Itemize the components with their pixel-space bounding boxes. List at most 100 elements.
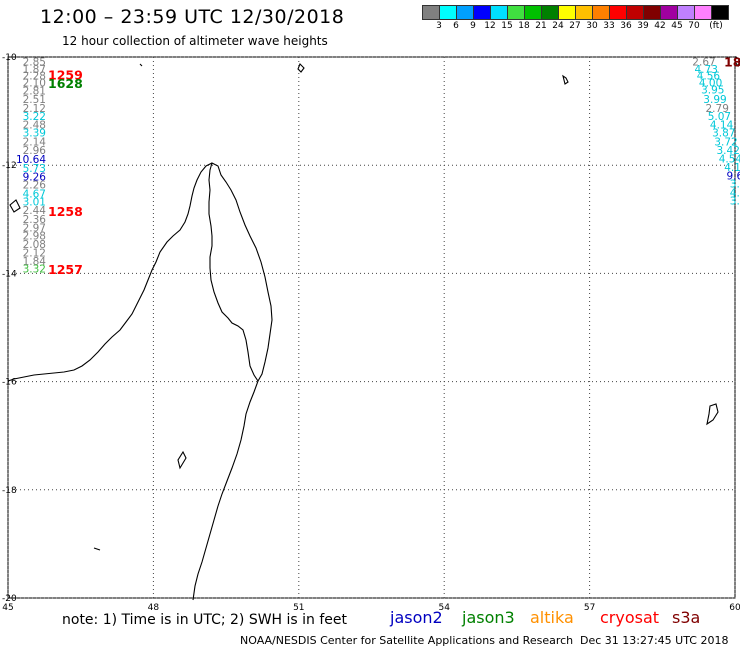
- wave-height-label: 3.32: [23, 264, 46, 276]
- chart-subtitle: 12 hour collection of altimeter wave hei…: [62, 34, 328, 48]
- color-scale-label: 24: [552, 21, 564, 31]
- latitude-tick-label: -14: [2, 269, 17, 279]
- wave-height-label: 5.07: [708, 111, 731, 123]
- satellite-legend-item: cryosat: [600, 608, 660, 627]
- color-scale-label: 70: [688, 21, 700, 31]
- wave-height-label: 2.12: [23, 103, 46, 115]
- color-scale-label: 36: [620, 21, 632, 31]
- color-scale-label: 9: [470, 21, 476, 31]
- wave-height-label: 4.14: [710, 120, 734, 132]
- color-scale-label: 18: [518, 21, 530, 31]
- satellite-legend-item: altika: [530, 608, 574, 627]
- wave-height-label: 2.14: [23, 136, 47, 148]
- wave-height-label: 3.95: [701, 84, 724, 96]
- pass-time-label: 1258: [48, 204, 83, 219]
- color-scale-label: 15: [501, 21, 513, 31]
- generated-timestamp: Dec 31 13:27:45 UTC 2018: [580, 634, 729, 647]
- wave-height-label: 9.26: [23, 172, 47, 184]
- island: [9, 199, 21, 213]
- wave-height-label: 4.54: [719, 154, 740, 166]
- latitude-tick-label: -20: [2, 594, 17, 604]
- wave-height-label: 3.: [730, 195, 740, 207]
- wave-height-label: 2.67: [692, 56, 715, 68]
- wave-height-label: 3.87: [712, 128, 735, 140]
- wave-height-label: 1.87: [23, 64, 46, 76]
- graticule: 45 48 51 54 57 60 -10 -12 -14 -16 -18 -20: [2, 53, 740, 613]
- wave-height-label: 3.72: [714, 136, 737, 148]
- credit-line: NOAA/NESDIS Center for Satellite Applica…: [240, 634, 574, 647]
- wave-height-label: 2.79: [706, 103, 729, 115]
- wave-height-label: 2.97: [23, 222, 46, 234]
- color-scale-legend: [422, 5, 729, 20]
- longitude-tick-label: 60: [729, 603, 740, 613]
- latitude-tick-label: -18: [2, 486, 17, 496]
- color-scale-label: (ft): [709, 21, 723, 31]
- pass-time-label: 18: [724, 54, 740, 69]
- pass-time-label: 1628: [48, 76, 83, 91]
- wave-height-label: 2.51: [23, 94, 46, 106]
- wave-height-label: 3.99: [703, 94, 726, 106]
- footer-note: note: 1) Time is in UTC; 2) SWH is in fe…: [62, 612, 348, 628]
- longitude-tick-label: 51: [293, 603, 304, 613]
- wave-height-label: 1.84: [23, 256, 47, 268]
- island: [177, 450, 187, 470]
- longitude-tick-label: 57: [584, 603, 595, 613]
- latitude-tick-label: -10: [2, 53, 17, 63]
- wave-height-label: 2.26: [23, 180, 47, 192]
- pass-time-label: 1259: [48, 67, 83, 82]
- madagascar-coastline: [208, 162, 273, 383]
- wave-height-label: 5.73: [23, 163, 46, 175]
- wave-height-label: 3.: [730, 179, 740, 191]
- west-coastline: [7, 162, 213, 382]
- wave-height-label: 4.00: [699, 77, 722, 89]
- wave-height-label: 4.: [730, 187, 740, 199]
- color-scale-label: 12: [484, 21, 496, 31]
- wave-height-label: 2.96: [23, 145, 47, 157]
- island: [93, 547, 101, 551]
- wave-height-label: 2.44: [23, 205, 47, 217]
- satellite-legend-item: jason2: [390, 608, 443, 627]
- wave-height-label: 10.64: [16, 154, 46, 166]
- wave-height-label: 9.6: [726, 170, 740, 182]
- wave-height-label: 3.22: [23, 111, 46, 123]
- wave-height-label: 2.28: [23, 70, 46, 82]
- color-scale-labels: 3 6 9 12 15 18 21 24 27 30 33 36 39 42 45 70 (ft): [422, 21, 740, 33]
- wave-height-label: 4.73: [695, 64, 718, 76]
- color-scale-label: 39: [637, 21, 649, 31]
- longitude-tick-label: 45: [2, 603, 13, 613]
- color-scale-label: 42: [654, 21, 666, 31]
- wave-height-label: 3.01: [23, 196, 46, 208]
- wave-height-label: 3.42: [717, 145, 740, 157]
- color-scale-label: 33: [603, 21, 615, 31]
- satellite-legend-item: s3a: [672, 608, 701, 627]
- wave-height-label: 2.10: [23, 77, 46, 89]
- wave-height-label: 2.08: [23, 239, 46, 251]
- longitude-tick-label: 54: [438, 603, 450, 613]
- island: [706, 403, 719, 426]
- map-frame: [7, 56, 736, 599]
- wave-height-label: 2.36: [23, 214, 47, 226]
- color-scale-label: 27: [569, 21, 581, 31]
- wave-height-label: 4.1: [724, 162, 740, 174]
- wave-height-label: 4.56: [697, 70, 721, 82]
- color-scale-label: 21: [535, 21, 547, 31]
- latitude-tick-label: -12: [2, 161, 17, 171]
- wave-height-label: 3.39: [23, 128, 46, 140]
- color-scale-label: 30: [586, 21, 598, 31]
- wave-height-label: 4.67: [23, 188, 46, 200]
- wave-height-label: 2.98: [23, 231, 46, 243]
- color-scale-label: 6: [453, 21, 459, 31]
- color-scale-label: 45: [671, 21, 683, 31]
- chart-title: 12:00 – 23:59 UTC 12/30/2018: [40, 6, 345, 28]
- longitude-tick-label: 48: [148, 603, 160, 613]
- coastline: [7, 56, 740, 601]
- wave-height-label: 2.48: [23, 120, 46, 132]
- latitude-tick-label: -16: [2, 378, 17, 388]
- island: [562, 74, 569, 85]
- island: [734, 56, 740, 68]
- island: [297, 63, 305, 73]
- satellite-legend-item: jason3: [462, 608, 515, 627]
- track-labels: 2.851.872.282.102.812.512.123.222.483.39…: [16, 54, 740, 277]
- wave-height-label: 2.85: [23, 56, 46, 68]
